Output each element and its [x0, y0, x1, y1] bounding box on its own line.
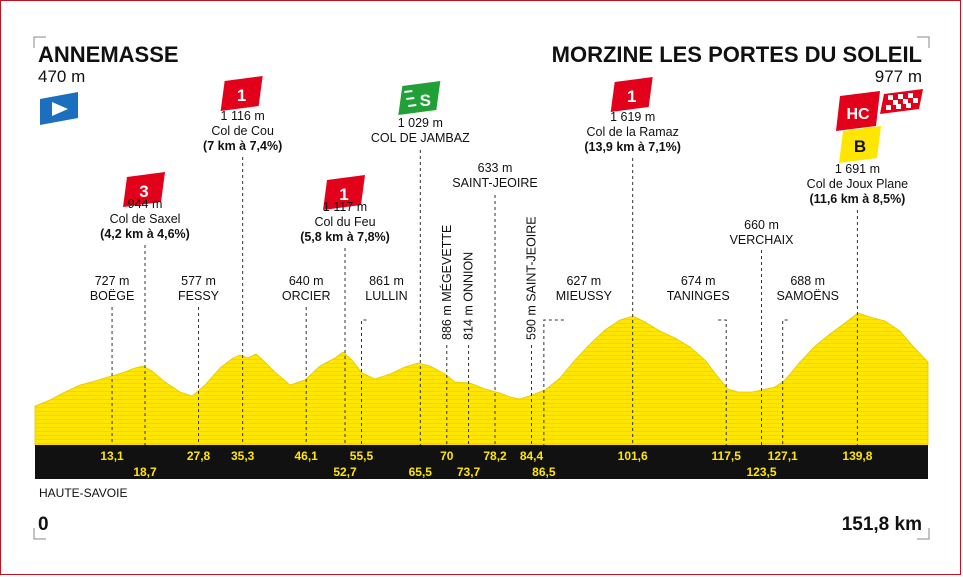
distance-strip [35, 445, 928, 479]
town-name: ORCIER [282, 289, 331, 303]
climb-altitude: 1 116 m [221, 109, 265, 123]
town-altitude: 727 m [95, 274, 130, 288]
town-vertical-text: 590 m SAINT-JEOIRE [525, 216, 539, 340]
climb-detail: (4,2 km à 4,6%) [100, 227, 190, 241]
climb-category-badge-icon [123, 172, 166, 207]
climb-category-label: 1 [339, 185, 348, 204]
climb-category-badge-icon [220, 76, 263, 111]
town-name: TANINGES [667, 289, 730, 303]
town-altitude: 688 m [790, 274, 825, 288]
km-label-bottom: 65,5 [409, 465, 433, 479]
km-label-top: 117,5 [712, 449, 742, 463]
distance-start-label: 0 [38, 514, 49, 535]
km-label-bottom: 123,5 [747, 465, 777, 479]
km-label-bottom: 73,7 [457, 465, 481, 479]
climb-name: Col de la Ramaz [586, 125, 678, 139]
start-flag-icon [40, 92, 78, 125]
sprint-name: COL DE JAMBAZ [371, 131, 470, 145]
km-label-top: 13,1 [100, 449, 124, 463]
climb-category-label: 3 [139, 182, 148, 201]
climb-altitude: 944 m [128, 197, 163, 211]
town-name: BOËGE [90, 289, 134, 303]
sprint-badge-label: S [420, 91, 431, 110]
climb-altitude: 1 619 m [610, 110, 655, 124]
km-label-top: 70 [440, 449, 454, 463]
climb-altitude: 1 117 m [323, 200, 367, 214]
km-label-bottom: 18,7 [133, 465, 157, 479]
climb-category-label: 1 [237, 86, 246, 105]
climb-detail: (13,9 km à 7,1%) [584, 140, 681, 154]
climb-detail: (5,8 km à 7,8%) [300, 230, 390, 244]
bonus-badge-icon: B [839, 126, 881, 163]
finish-altitude: 977 m [875, 67, 922, 86]
climb-detail: (11,6 km à 8,5%) [809, 192, 905, 206]
town-altitude: 577 m [181, 274, 216, 288]
waypoint-line [543, 319, 564, 445]
town-name: VERCHAIX [730, 233, 795, 247]
finish-town-name: MORZINE LES PORTES DU SOLEIL [552, 42, 922, 67]
town-altitude: 627 m [566, 274, 601, 288]
hc-badge-icon: HC [836, 91, 880, 131]
region-label: HAUTE-SAVOIE [39, 486, 127, 500]
climb-name: Col de Saxel [110, 212, 181, 226]
town-name: LULLIN [365, 289, 407, 303]
waypoint-line [360, 319, 367, 445]
finish-checkered-flag-icon [880, 89, 923, 114]
town-altitude: 674 m [681, 274, 716, 288]
town-altitude: 660 m [744, 218, 779, 232]
km-label-top: 84,4 [520, 449, 544, 463]
elevation-profile [34, 312, 929, 446]
sprint-speed-line-icon [408, 104, 417, 107]
vertical-town-label: 886 m MÉGEVETTE [439, 225, 454, 340]
distance-total-label: 151,8 km [842, 514, 922, 535]
climb-detail: (7 km à 7,4%) [203, 139, 282, 153]
climb-name: Col de Cou [211, 124, 274, 138]
climb-category-badge-icon [610, 77, 653, 112]
town-name: SAINT-JEOIRE [452, 176, 537, 190]
km-label-top: 55,5 [350, 449, 374, 463]
km-label-bottom: 52,7 [333, 465, 357, 479]
vertical-town-label: 814 m ONNION [462, 252, 476, 340]
sprint-altitude: 1 029 m [398, 116, 443, 130]
km-labels: 13,1 27,8 35,3 46,1 55,5 70 78,2 84,4 101,6 117,5… [100, 449, 872, 479]
climb-name: Col de Joux Plane [807, 177, 909, 191]
waypoint-lines [111, 150, 858, 445]
km-label-bottom: 86,5 [532, 465, 556, 479]
waypoint-line [782, 319, 788, 445]
hc-badge-label: HC [846, 106, 870, 123]
km-label-top: 139,8 [842, 449, 872, 463]
climb-altitude: 1 691 m [835, 162, 880, 176]
town-altitude: 640 m [289, 274, 324, 288]
town-vertical-text: 886 m MÉGEVETTE [439, 225, 454, 340]
km-label-top: 127,1 [768, 449, 798, 463]
town-name: SAMOËNS [776, 289, 839, 303]
climb-name: Col du Feu [314, 215, 375, 229]
sprint-speed-line-icon [404, 90, 413, 93]
corner-brackets [33, 36, 930, 540]
climb-category-label: 1 [627, 87, 636, 106]
town-name: MIEUSSY [556, 289, 613, 303]
vertical-town-label: 590 m SAINT-JEOIRE [525, 216, 539, 340]
km-label-top: 27,8 [187, 449, 211, 463]
town-altitude: 633 m [478, 161, 513, 175]
bonus-badge-label: B [854, 137, 866, 156]
km-label-top: 35,3 [231, 449, 255, 463]
town-vertical-text: 814 m ONNION [462, 252, 476, 340]
km-label-top: 78,2 [483, 449, 507, 463]
km-label-top: 101,6 [618, 449, 648, 463]
sprint-speed-line-icon [406, 97, 415, 100]
town-name: FESSY [178, 289, 220, 303]
climb-category-badge-icon [323, 175, 366, 210]
km-label-top: 46,1 [295, 449, 319, 463]
town-altitude: 861 m [369, 274, 404, 288]
start-altitude: 470 m [38, 67, 85, 86]
start-town-name: ANNEMASSE [38, 42, 179, 67]
waypoint-line [718, 319, 727, 445]
